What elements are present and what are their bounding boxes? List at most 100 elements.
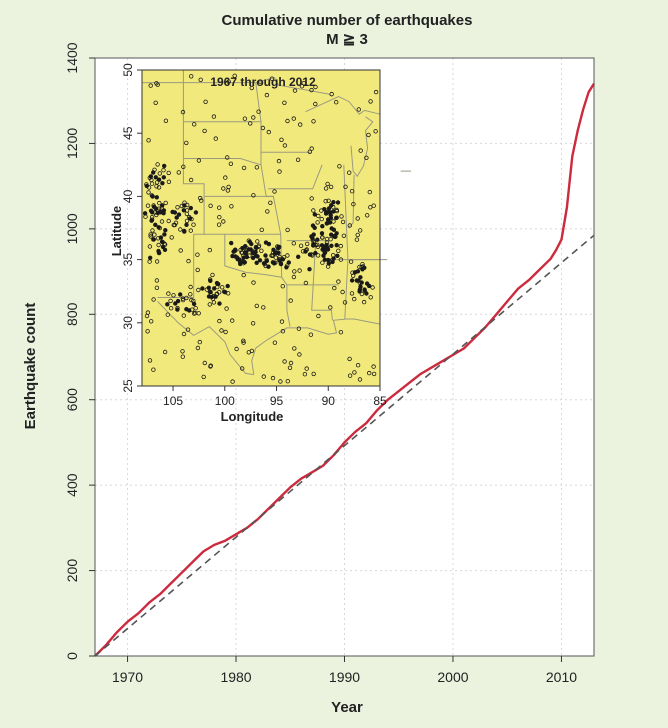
x-axis: 1970 1980 1990 2000 2010: [112, 656, 577, 685]
epicenter-point: [259, 227, 264, 232]
epicenter-point: [315, 253, 321, 258]
epicenter-point: [195, 267, 200, 273]
epicenter-point: [361, 299, 367, 305]
epicenter-point: [144, 183, 149, 189]
epicenter-point: [356, 107, 361, 112]
epicenter-point: [148, 232, 153, 237]
epicenter-point: [168, 306, 174, 311]
x-tick-label: 2010: [546, 669, 577, 685]
chart-subtitle: M ≧ 3: [326, 31, 368, 48]
epicenter-point: [257, 258, 263, 263]
epicenter-point: [319, 208, 324, 213]
epicenter-point: [149, 214, 155, 220]
epicenter-point: [265, 209, 270, 214]
epicenter-point: [152, 167, 157, 172]
epicenter-point: [224, 155, 230, 160]
epicenter-point: [347, 373, 353, 378]
epicenter-point: [148, 83, 153, 88]
epicenter-point: [263, 253, 268, 258]
x-tick-label: 1980: [220, 669, 251, 685]
y-tick-label: 400: [64, 473, 80, 497]
epicenter-point: [191, 222, 196, 227]
inset-y-tick-label: 35: [121, 253, 135, 267]
epicenter-point: [364, 281, 370, 286]
epicenter-point: [251, 280, 256, 285]
epicenter-point: [315, 244, 321, 249]
epicenter-point: [358, 275, 363, 280]
epicenter-point: [280, 257, 286, 262]
epicenter-point: [261, 374, 266, 379]
epicenter-point: [143, 214, 148, 219]
epicenter-point: [367, 370, 372, 376]
epicenter-point: [309, 146, 314, 151]
epicenter-point: [313, 101, 318, 107]
epicenter-point: [313, 250, 318, 256]
epicenter-point: [239, 366, 245, 371]
epicenter-point: [196, 158, 202, 163]
series-layer: [94, 82, 596, 657]
chart-title: Cumulative number of earthquakes: [222, 12, 473, 29]
epicenter-point: [181, 228, 187, 234]
epicenter-point: [226, 184, 231, 190]
epicenter-point: [219, 328, 224, 333]
epicenter-point: [210, 272, 215, 278]
epicenter-point: [184, 307, 189, 312]
epicenter-point: [355, 216, 360, 221]
epicenter-point: [154, 184, 159, 189]
epicenter-point: [371, 203, 376, 208]
epicenter-point: [332, 285, 337, 291]
epicenter-point: [296, 326, 302, 331]
epicenter-point: [358, 148, 363, 153]
epicenter-point: [156, 177, 162, 182]
epicenter-point: [350, 270, 355, 275]
epicenter-point: [364, 155, 369, 160]
epicenter-point: [310, 253, 315, 258]
epicenter-point: [188, 292, 193, 297]
epicenter-point: [277, 254, 282, 260]
epicenter-point: [195, 252, 200, 257]
epicenter-point: [356, 278, 361, 283]
map-boundary: [142, 77, 333, 97]
epicenter-point: [311, 371, 316, 377]
epicenter-point: [355, 232, 360, 238]
epicenter-point: [326, 206, 332, 211]
epicenter-point: [323, 186, 329, 191]
epicenter-point: [145, 310, 151, 315]
epicenter-point: [351, 201, 356, 207]
epicenter-point: [191, 122, 197, 127]
epicenter-point: [241, 261, 246, 266]
epicenter-point: [162, 242, 168, 247]
epicenter-point: [280, 329, 286, 334]
epicenter-point: [308, 332, 314, 337]
epicenter-point: [354, 237, 360, 242]
epicenter-point: [213, 294, 218, 299]
epicenter-point: [216, 205, 222, 210]
epicenter-point: [352, 296, 357, 302]
epicenter-point: [186, 258, 191, 264]
epicenter-point: [288, 298, 293, 303]
inset-y-axis: 25 30 35 40 45 50: [121, 63, 142, 393]
epicenter-point: [153, 222, 158, 227]
epicenter-point: [335, 200, 341, 205]
epicenter-point: [337, 164, 342, 169]
epicenter-point: [303, 280, 309, 286]
epicenter-point: [204, 287, 210, 292]
epicenter-point: [172, 210, 178, 215]
epicenter-point: [250, 250, 255, 255]
epicenter-point: [305, 241, 310, 247]
epicenter-point: [195, 345, 201, 351]
epicenter-point: [343, 184, 348, 189]
epicenter-point: [175, 298, 181, 304]
epicenter-point: [255, 239, 260, 244]
epicenter-point: [285, 253, 290, 258]
epicenter-point: [184, 140, 189, 146]
map-boundary: [157, 70, 205, 298]
epicenter-point: [180, 349, 185, 354]
y-tick-label: 600: [64, 388, 80, 412]
epicenter-point: [178, 227, 183, 232]
epicenter-point: [331, 219, 336, 224]
epicenter-point: [300, 249, 306, 254]
epicenter-point: [334, 215, 339, 220]
epicenter-point: [256, 109, 261, 114]
epicenter-point: [149, 181, 155, 186]
